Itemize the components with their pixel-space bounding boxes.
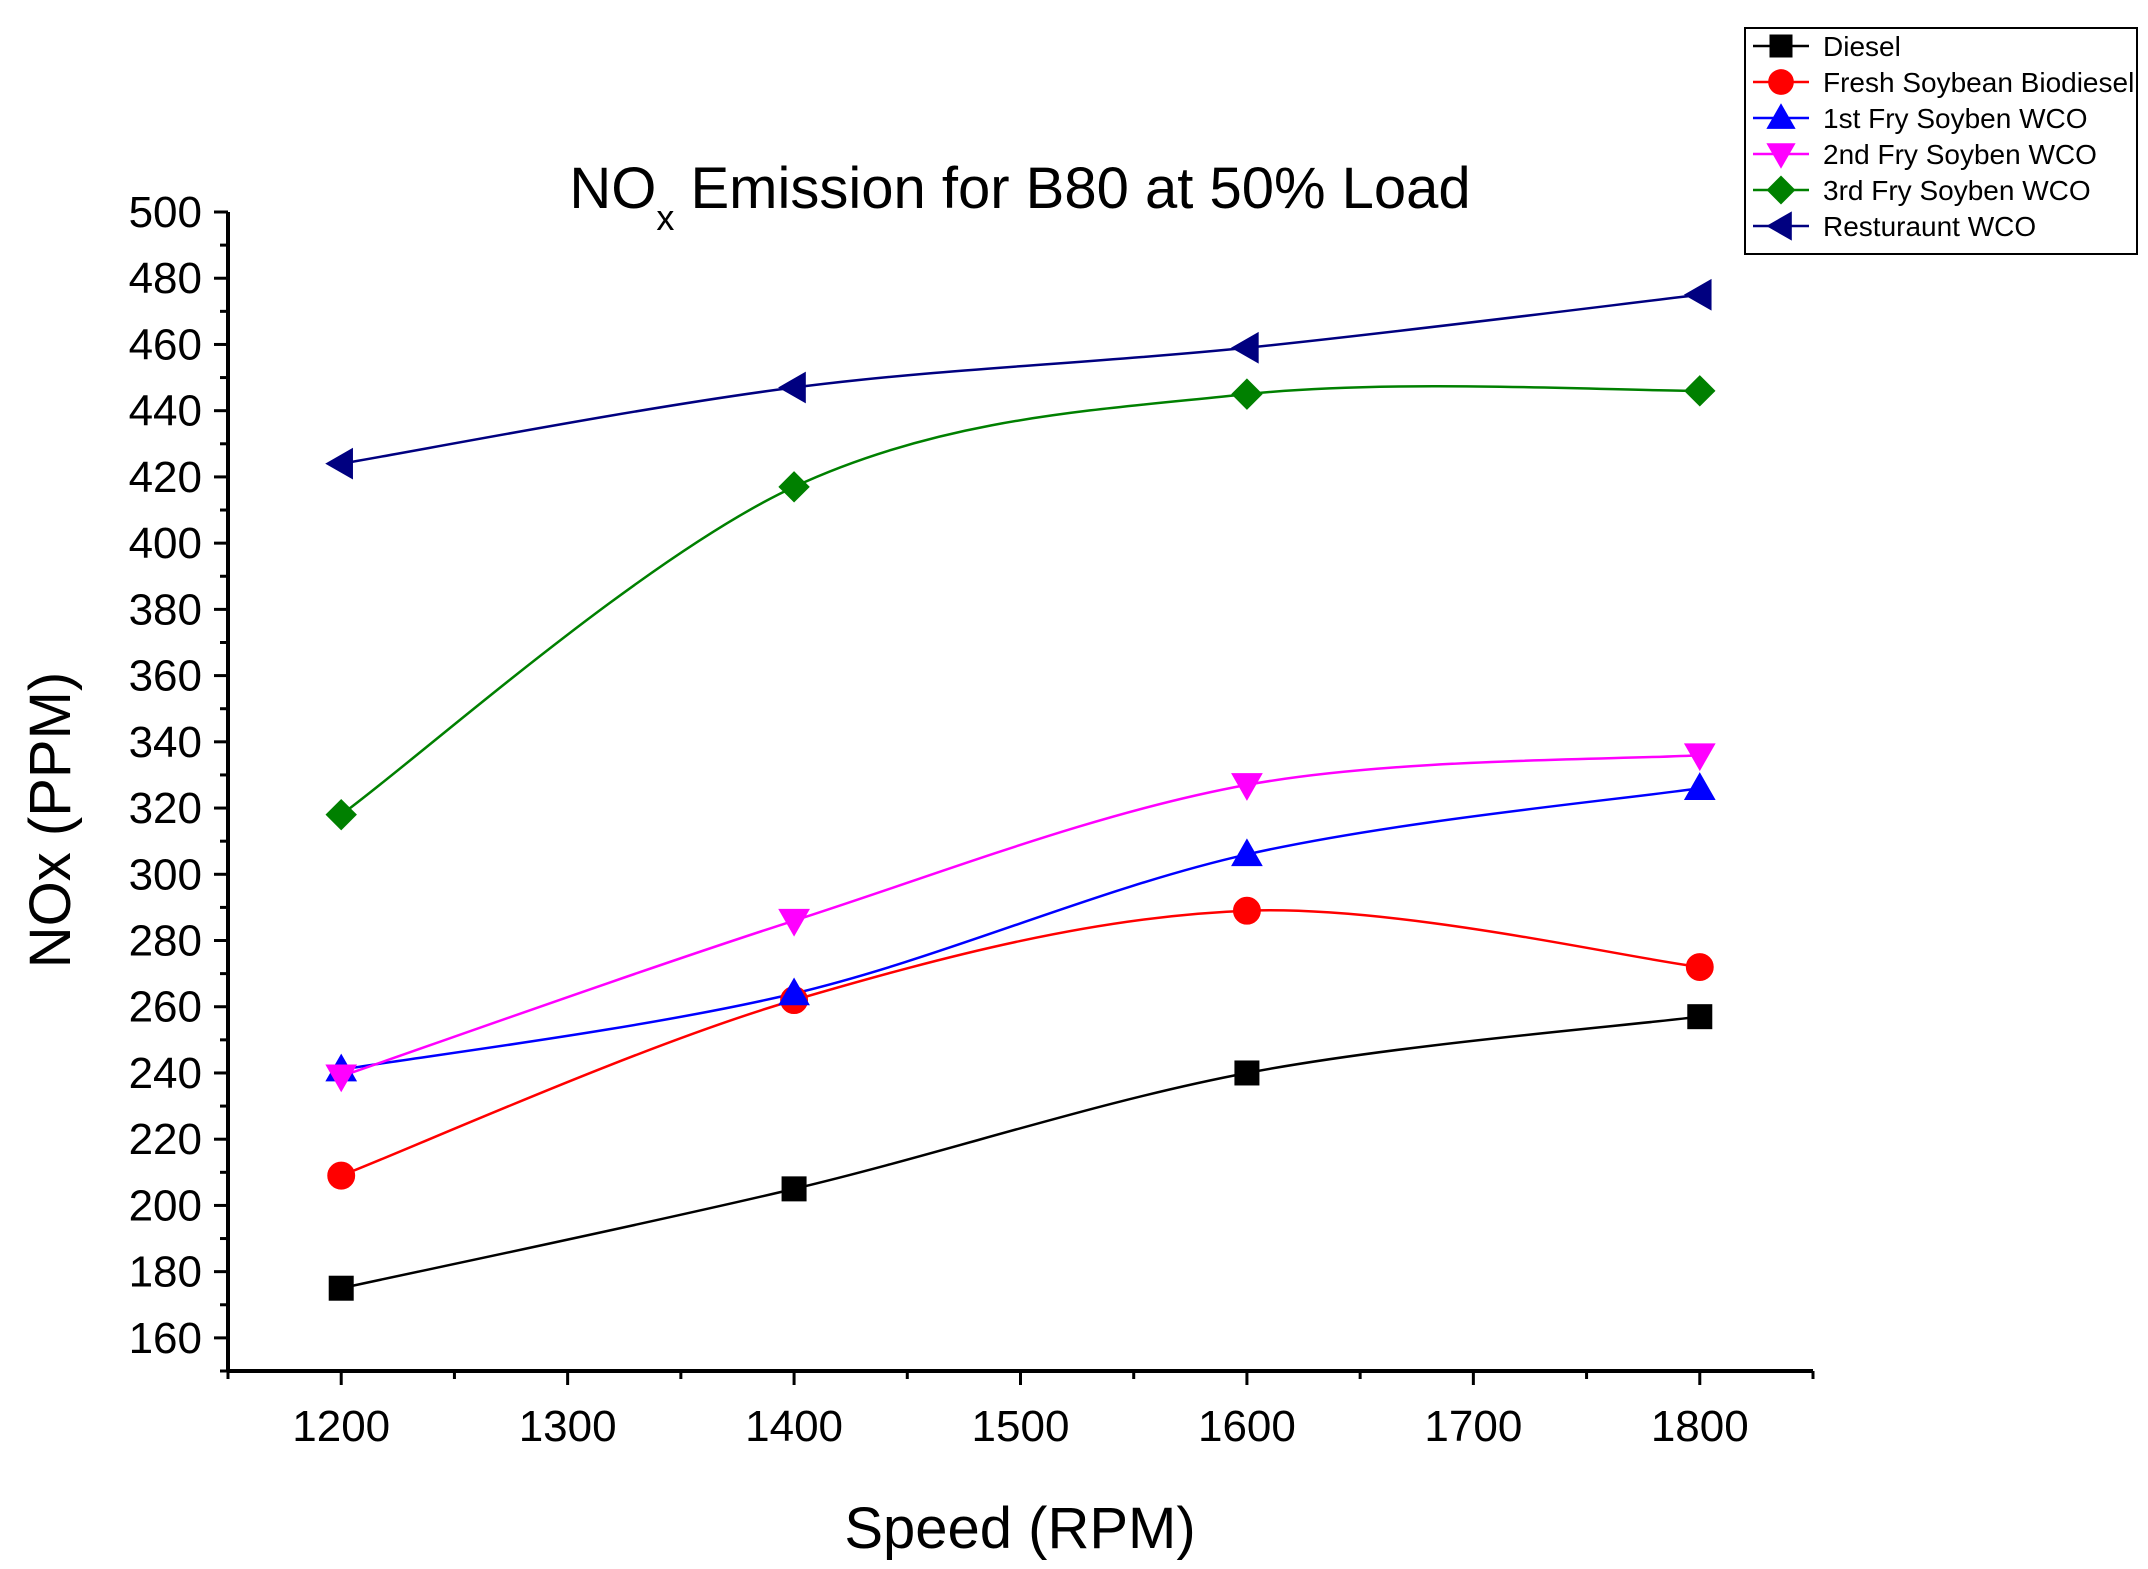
x-tick-label: 1800 — [1651, 1402, 1749, 1451]
data-point-5-3 — [1683, 278, 1712, 311]
data-point-1-0 — [327, 1161, 356, 1190]
y-tick-label: 220 — [129, 1115, 202, 1164]
legend-marker-1 — [1768, 69, 1794, 95]
x-tick-label: 1600 — [1198, 1402, 1296, 1451]
chart-title: NOx Emission for B80 at 50% Load — [569, 156, 1470, 238]
chart-title-rest: Emission for B80 at 50% Load — [674, 156, 1470, 221]
legend-marker-2 — [1766, 103, 1796, 129]
data-point-2-2 — [1231, 838, 1263, 867]
data-point-0-1 — [781, 1176, 807, 1202]
y-tick-label: 300 — [129, 850, 202, 899]
data-point-3-0 — [325, 1064, 358, 1093]
data-point-0-0 — [328, 1275, 354, 1301]
series-line-1 — [340, 909, 1700, 1177]
x-axis-title: Speed (RPM) — [844, 1496, 1195, 1561]
legend-marker-3 — [1766, 143, 1796, 169]
legend-label-5: Resturaunt WCO — [1823, 211, 2036, 242]
y-tick-label: 200 — [129, 1181, 202, 1230]
chart-title-main: NO — [569, 156, 656, 221]
series-line-3 — [340, 753, 1700, 1078]
x-tick-label: 1300 — [519, 1402, 617, 1451]
series-line-5 — [341, 293, 1700, 465]
data-point-2-3 — [1683, 772, 1716, 800]
data-point-3-1 — [778, 908, 810, 937]
legend-label-3: 2nd Fry Soyben WCO — [1823, 139, 2097, 170]
x-tick-label: 1500 — [972, 1402, 1070, 1451]
data-point-5-2 — [1230, 331, 1259, 364]
chart-title-subscript: x — [656, 197, 674, 238]
data-point-4-0 — [325, 798, 357, 831]
y-tick-label: 380 — [129, 585, 202, 634]
y-tick-label: 280 — [129, 917, 202, 966]
y-tick-label: 360 — [129, 652, 202, 701]
legend-label-4: 3rd Fry Soyben WCO — [1823, 175, 2091, 206]
data-point-4-2 — [1231, 378, 1263, 410]
series-lines — [340, 293, 1700, 1290]
y-tick-label: 440 — [129, 387, 202, 436]
data-point-3-2 — [1231, 773, 1263, 801]
x-tick-label: 1200 — [292, 1402, 390, 1451]
data-point-0-3 — [1687, 1004, 1713, 1030]
legend-marker-5 — [1766, 211, 1792, 241]
legend-marker-0 — [1769, 34, 1793, 58]
legend: Diesel Fresh Soybean Biodiesel 1st Fry Soy… — [1744, 27, 2138, 255]
data-point-4-3 — [1684, 375, 1716, 407]
series-markers — [325, 278, 1716, 1301]
x-tick-label: 1700 — [1424, 1402, 1522, 1451]
legend-label-1: Fresh Soybean Biodiesel — [1823, 67, 2134, 98]
y-axis-title: NOx (PPM) — [18, 672, 83, 968]
legend-box — [1744, 27, 2138, 255]
legend-label-2: 1st Fry Soyben WCO — [1823, 103, 2088, 134]
data-point-2-1 — [778, 977, 810, 1006]
y-tick-label: 160 — [129, 1314, 202, 1363]
data-point-0-2 — [1234, 1060, 1260, 1086]
data-point-1-3 — [1685, 953, 1714, 981]
series-line-2 — [341, 786, 1700, 1071]
legend-label-0: Diesel — [1823, 31, 1901, 62]
y-tick-label: 480 — [129, 254, 202, 303]
y-tick-label: 400 — [129, 519, 202, 568]
x-tick-label: 1400 — [745, 1402, 843, 1451]
y-tick-label: 320 — [129, 784, 202, 833]
y-tick-label: 240 — [129, 1049, 202, 1098]
y-tick-label: 500 — [129, 188, 202, 237]
y-tick-label: 260 — [129, 983, 202, 1032]
y-tick-label: 180 — [129, 1248, 202, 1297]
data-point-1-2 — [1232, 896, 1261, 925]
data-point-5-0 — [325, 447, 353, 480]
axes: 160 180 200 220 240 260 280 300 320 340 360 380 400 4… — [129, 188, 1815, 1451]
legend-marker-4 — [1766, 175, 1796, 205]
data-point-5-1 — [778, 371, 806, 404]
series-line-4 — [340, 384, 1700, 816]
data-point-3-3 — [1683, 743, 1716, 772]
series-line-0 — [340, 1015, 1700, 1290]
y-tick-label: 420 — [129, 453, 202, 502]
y-tick-label: 340 — [129, 718, 202, 767]
data-point-4-1 — [778, 471, 810, 503]
y-tick-label: 460 — [129, 320, 202, 369]
